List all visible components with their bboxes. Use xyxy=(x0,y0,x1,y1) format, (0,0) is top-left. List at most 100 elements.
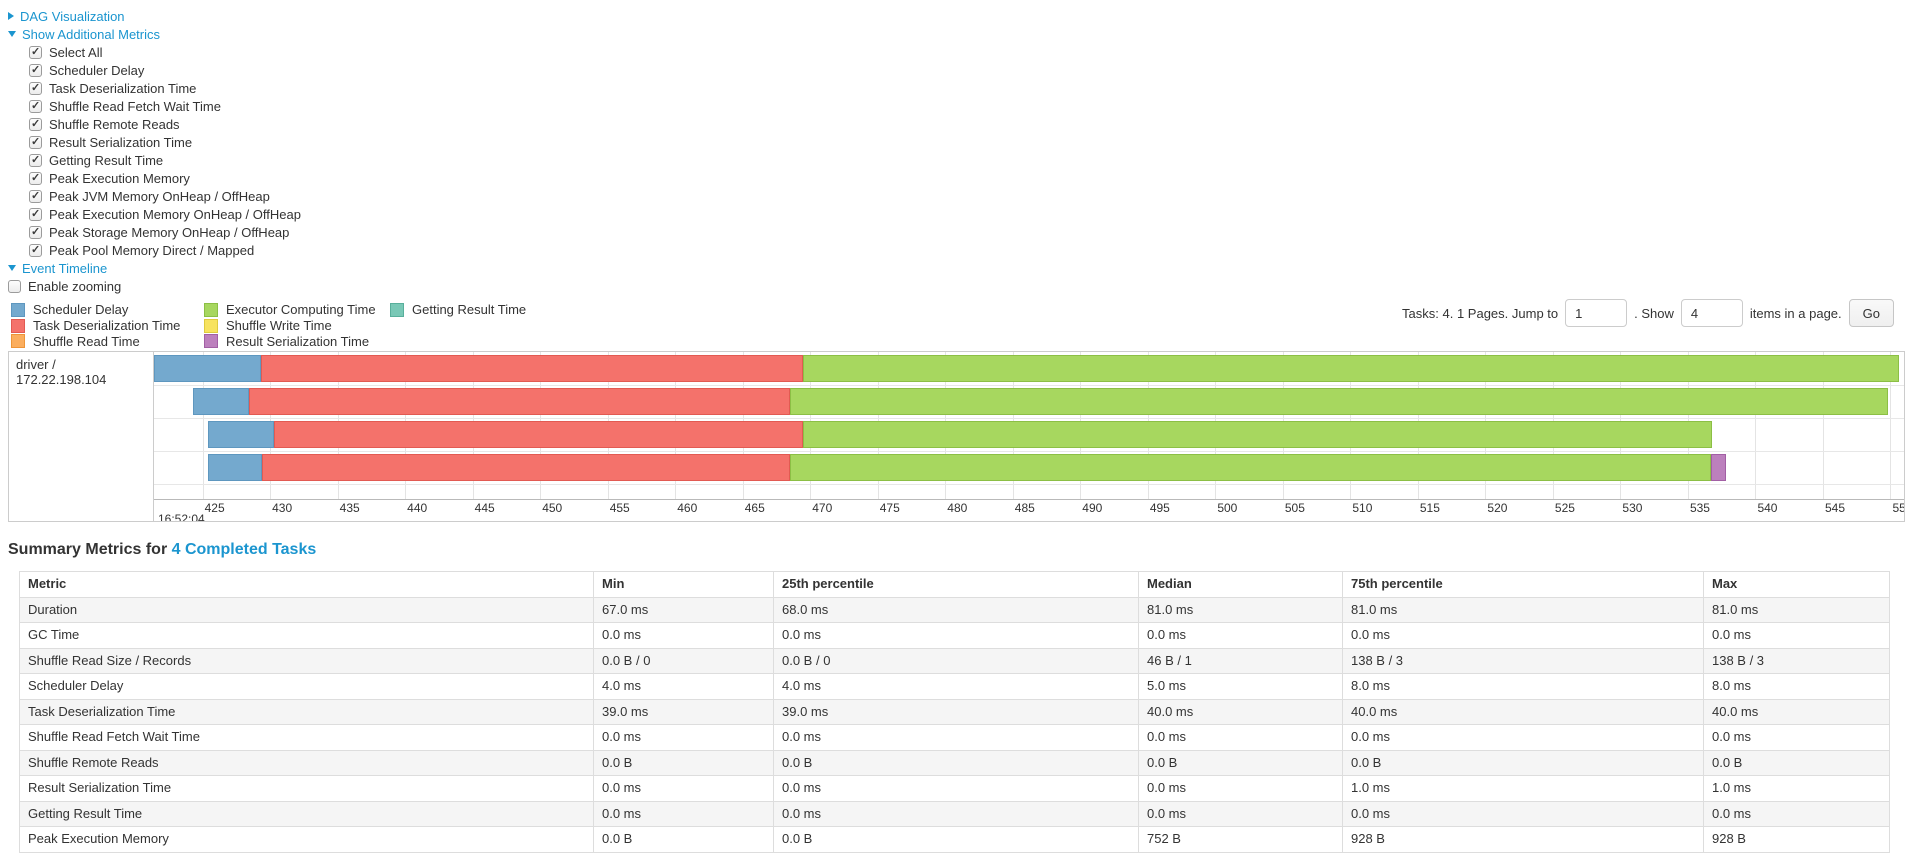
metric-value-cell: 0.0 ms xyxy=(1703,724,1890,751)
show-additional-metrics-toggle[interactable]: Show Additional Metrics xyxy=(8,25,160,43)
checkbox-icon[interactable] xyxy=(29,45,42,59)
metric-value-cell: 39.0 ms xyxy=(773,698,1139,726)
metric-value-cell: 81.0 ms xyxy=(1342,596,1704,624)
metric-value-cell: 1.0 ms xyxy=(1342,775,1704,802)
metric-checkbox-result-serialization-time[interactable]: Result Serialization Time xyxy=(29,133,192,151)
task-bar-segment-task-deserialization[interactable] xyxy=(248,388,790,416)
checkbox-label: Peak Execution Memory xyxy=(49,170,190,186)
task-bar-segment-executor-computing[interactable] xyxy=(803,355,1899,383)
legend-item-getting-result-time: Getting Result Time xyxy=(390,302,526,318)
metric-value-cell: 0.0 ms xyxy=(773,775,1139,802)
col-header-median: Median xyxy=(1138,571,1343,598)
metric-value-cell: 0.0 ms xyxy=(593,775,774,802)
time-axis-line xyxy=(9,499,1904,501)
task-bar-segment-result-serialization[interactable] xyxy=(1710,454,1726,482)
metric-value-cell: 0.0 ms xyxy=(773,724,1139,751)
metric-value-cell: 0.0 ms xyxy=(1342,724,1704,751)
metric-value-cell: 0.0 ms xyxy=(1138,724,1343,751)
jump-to-page-input[interactable] xyxy=(1565,299,1628,327)
checkbox-icon[interactable] xyxy=(29,189,42,203)
metric-value-cell: 0.0 ms xyxy=(1703,800,1890,828)
checkbox-icon[interactable] xyxy=(29,117,42,131)
metric-value-cell: 0.0 B xyxy=(1342,749,1704,777)
metric-checkbox-peak-storage-memory-onheap-offheap[interactable]: Peak Storage Memory OnHeap / OffHeap xyxy=(29,223,289,241)
table-row: Result Serialization Time 0.0 ms 0.0 ms 0.0… xyxy=(19,775,1890,802)
checkbox-icon[interactable] xyxy=(29,225,42,239)
metric-value-cell: 0.0 B xyxy=(593,826,774,853)
event-timeline-label: Event Timeline xyxy=(22,260,108,276)
checkbox-icon[interactable] xyxy=(8,279,21,293)
checkbox-icon[interactable] xyxy=(29,207,42,221)
show-label: . Show xyxy=(1634,305,1674,321)
metric-value-cell: 40.0 ms xyxy=(1342,698,1704,726)
checkbox-icon[interactable] xyxy=(29,99,42,113)
task-bar-segment-task-deserialization[interactable] xyxy=(274,421,804,449)
metric-value-cell: 138 B / 3 xyxy=(1342,647,1704,675)
metric-checkbox-getting-result-time[interactable]: Getting Result Time xyxy=(29,151,163,169)
metric-checkbox-peak-execution-memory[interactable]: Peak Execution Memory xyxy=(29,169,190,187)
summary-title-prefix: Summary Metrics for xyxy=(8,541,172,559)
show-additional-metrics-label: Show Additional Metrics xyxy=(22,26,161,42)
task-bar-segment-executor-computing[interactable] xyxy=(789,454,1711,482)
metric-checkbox-peak-pool-memory-direct-mapped[interactable]: Peak Pool Memory Direct / Mapped xyxy=(29,241,254,259)
metric-name-cell: Scheduler Delay xyxy=(19,673,594,700)
metric-value-cell: 0.0 ms xyxy=(1138,622,1343,649)
checkbox-label: Scheduler Delay xyxy=(49,62,145,78)
checkbox-icon[interactable] xyxy=(29,81,42,95)
checkbox-icon[interactable] xyxy=(29,243,42,257)
metric-checkbox-shuffle-remote-reads[interactable]: Shuffle Remote Reads xyxy=(29,115,180,133)
checkbox-icon[interactable] xyxy=(29,153,42,167)
axis-tick-label: 490 xyxy=(1082,501,1103,516)
metric-value-cell: 0.0 ms xyxy=(1342,800,1704,828)
caret-down-icon xyxy=(8,265,16,271)
metric-value-cell: 0.0 ms xyxy=(593,622,774,649)
table-header-row: Metric Min 25th percentile Median 75th perce… xyxy=(19,571,1890,598)
legend-swatch xyxy=(11,334,25,349)
metric-value-cell: 40.0 ms xyxy=(1703,698,1890,726)
task-bar-segment-scheduler-delay[interactable] xyxy=(193,388,249,416)
metric-checkbox-task-deserialization-time[interactable]: Task Deserialization Time xyxy=(29,79,196,97)
dag-visualization-toggle[interactable]: DAG Visualization xyxy=(8,7,125,25)
checkbox-icon[interactable] xyxy=(29,135,42,149)
go-button[interactable]: Go xyxy=(1848,299,1894,327)
task-bar-segment-executor-computing[interactable] xyxy=(803,421,1713,449)
metric-value-cell: 1.0 ms xyxy=(1703,775,1890,802)
metric-value-cell: 0.0 ms xyxy=(1138,775,1343,802)
executor-label: driver / 172.22.198.104 xyxy=(9,352,154,522)
task-bar-segment-executor-computing[interactable] xyxy=(789,388,1888,416)
event-timeline-toggle[interactable]: Event Timeline xyxy=(8,259,107,277)
checkbox-icon[interactable] xyxy=(29,171,42,185)
checkbox-icon[interactable] xyxy=(29,63,42,77)
metric-name-cell: Task Deserialization Time xyxy=(19,698,594,726)
completed-tasks-link[interactable]: 4 Completed Tasks xyxy=(171,541,317,559)
task-bar-segment-scheduler-delay[interactable] xyxy=(208,421,275,449)
lane-separator xyxy=(154,385,1904,387)
task-bar-segment-scheduler-delay[interactable] xyxy=(208,454,262,482)
summary-metrics-title: Summary Metrics for 4 Completed Tasks xyxy=(8,541,1907,559)
checkbox-label: Peak Pool Memory Direct / Mapped xyxy=(49,242,255,258)
metrics-checkbox-list: Select All Scheduler Delay Task Deserializ… xyxy=(29,43,1907,259)
checkbox-label: Shuffle Remote Reads xyxy=(49,116,180,132)
metric-value-cell: 0.0 ms xyxy=(773,622,1139,649)
checkbox-label: Task Deserialization Time xyxy=(49,80,197,96)
task-bar-segment-scheduler-delay[interactable] xyxy=(154,355,261,383)
table-row: Peak Execution Memory 0.0 B 0.0 B 752 B 928 … xyxy=(19,826,1890,853)
metric-value-cell: 8.0 ms xyxy=(1703,673,1890,700)
axis-tick-label: 425 xyxy=(204,501,225,516)
task-bar-segment-task-deserialization[interactable] xyxy=(260,355,804,383)
enable-zooming-checkbox[interactable]: Enable zooming xyxy=(8,277,121,295)
metric-checkbox-scheduler-delay[interactable]: Scheduler Delay xyxy=(29,61,144,79)
axis-tick-label: 435 xyxy=(339,501,360,516)
legend-item-scheduler-delay: Scheduler Delay xyxy=(11,302,204,318)
items-per-page-input[interactable] xyxy=(1680,299,1743,327)
metric-checkbox-peak-jvm-memory-onheap-offheap[interactable]: Peak JVM Memory OnHeap / OffHeap xyxy=(29,187,270,205)
axis-tick-label: 440 xyxy=(407,501,428,516)
metric-checkbox-shuffle-read-fetch-wait-time[interactable]: Shuffle Read Fetch Wait Time xyxy=(29,97,221,115)
task-bar-segment-task-deserialization[interactable] xyxy=(262,454,790,482)
metric-value-cell: 0.0 B xyxy=(1703,749,1890,777)
timeline-legend: Scheduler Delay Task Deserialization Time… xyxy=(11,302,526,349)
metric-checkbox-select-all[interactable]: Select All xyxy=(29,43,102,61)
metric-checkbox-peak-execution-memory-onheap-offheap[interactable]: Peak Execution Memory OnHeap / OffHeap xyxy=(29,205,301,223)
timeline-plot-area: 425 430 435 440 445 450 455 460 465 470 475 480 485 4… xyxy=(154,352,1904,521)
legend-swatch xyxy=(204,334,218,349)
